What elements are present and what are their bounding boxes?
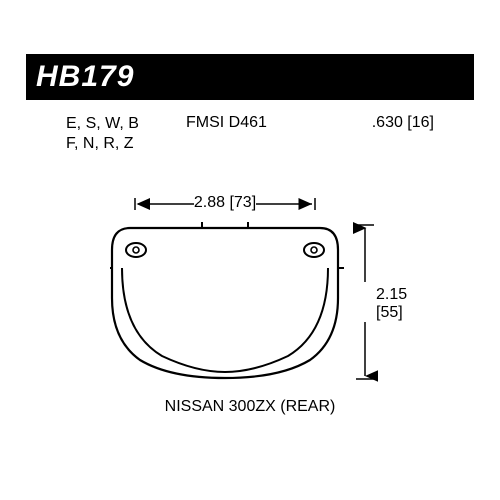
height-inches: 2.15 (376, 286, 407, 304)
compounds-line2: F, N, R, Z (66, 134, 139, 154)
part-number: HB179 (36, 60, 134, 94)
thickness: .630 [16] (372, 114, 434, 132)
width-dimension: 2.88 [73] (132, 180, 318, 215)
width-value: 2.88 [73] (132, 194, 318, 212)
fmsi-code: FMSI D461 (186, 114, 267, 132)
brake-pad-shape-icon (110, 222, 350, 382)
compounds-line1: E, S, W, B (66, 114, 139, 134)
spec-sheet: HB179 E, S, W, B F, N, R, Z FMSI D461 .6… (0, 0, 500, 500)
title-bar: HB179 (26, 54, 474, 100)
height-mm: [55] (376, 304, 407, 322)
brake-pad-diagram: 2.88 [73] (70, 180, 430, 400)
application-caption: NISSAN 300ZX (REAR) (0, 398, 500, 416)
compounds: E, S, W, B F, N, R, Z (66, 114, 139, 154)
height-arrow-icon (352, 222, 378, 382)
